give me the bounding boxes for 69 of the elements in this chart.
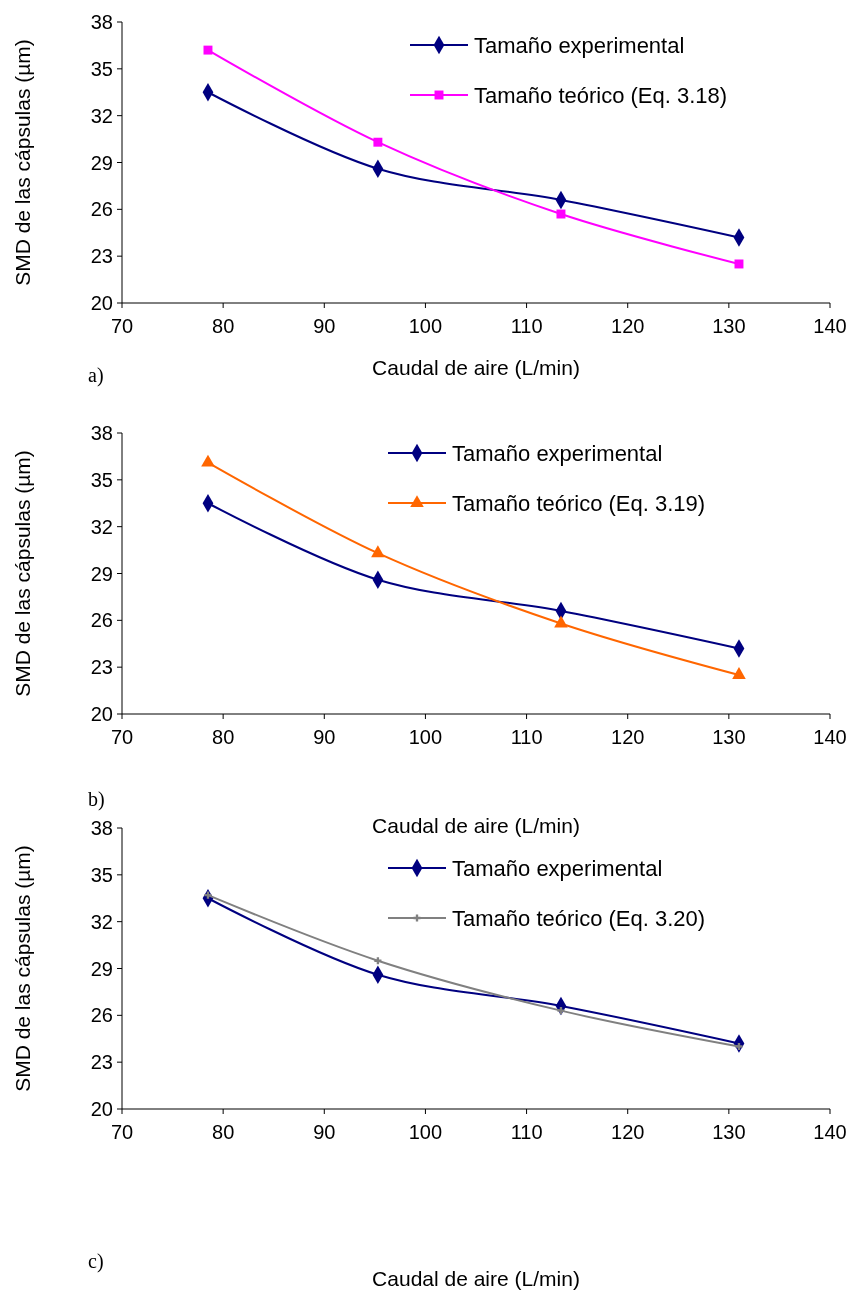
x-tick-label: 110 — [510, 315, 543, 337]
y-tick-label: 38 — [90, 422, 113, 444]
x-tick-label: 130 — [712, 1121, 746, 1143]
y-axis-title: SMD de las cápsulas (µm) — [11, 39, 34, 286]
x-tick-label: 70 — [110, 1121, 134, 1143]
x-axis-title: Caudal de aire (L/min) — [372, 814, 580, 837]
x-tick-label: 100 — [408, 1121, 443, 1143]
legend-label: Tamaño experimental — [452, 440, 663, 466]
y-tick-label: 23 — [90, 656, 113, 679]
point — [734, 259, 744, 269]
x-axis-title: Caudal de aire (L/min) — [372, 356, 580, 379]
y-tick-label: 38 — [90, 817, 113, 839]
y-tick-label: 20 — [90, 703, 113, 725]
x-tick-label: 120 — [611, 1121, 645, 1143]
text: b) — [88, 788, 105, 811]
x-tick-label: 70 — [110, 315, 134, 337]
x-tick-label: 110 — [510, 1121, 543, 1143]
legend-label: Tamaño experimental — [474, 32, 685, 58]
point — [554, 615, 568, 628]
y-tick-label: 32 — [90, 104, 113, 127]
x-tick-label: 70 — [110, 726, 134, 748]
y-tick-label: 29 — [90, 957, 113, 980]
y-tick-label: 23 — [90, 245, 113, 268]
y-tick-label: 32 — [90, 515, 113, 538]
x-tick-label: 80 — [212, 1121, 235, 1143]
x-tick-label: 140 — [813, 726, 847, 748]
legend-label: Tamaño teórico (Eq. 3.20) — [452, 905, 706, 931]
point — [373, 137, 383, 147]
y-axis-title: SMD de las cápsulas (µm) — [11, 450, 34, 697]
x-tick-label: 90 — [313, 726, 336, 748]
y-tick-label: 20 — [90, 292, 113, 314]
point — [201, 454, 215, 467]
legend-label: Tamaño teórico (Eq. 3.19) — [452, 490, 706, 516]
y-tick-label: 29 — [90, 562, 113, 585]
y-tick-label: 23 — [90, 1051, 113, 1074]
x-tick-label: 110 — [510, 726, 543, 748]
y-tick-label: 35 — [90, 863, 113, 886]
legend-label: Tamaño teórico (Eq. 3.18) — [474, 82, 728, 108]
x-tick-label: 80 — [212, 315, 235, 337]
y-tick-label: 26 — [90, 198, 113, 221]
x-tick-label: 90 — [313, 315, 336, 337]
y-tick-label: 26 — [90, 1004, 113, 1027]
x-tick-label: 90 — [313, 1121, 336, 1143]
y-tick-label: 38 — [90, 11, 113, 33]
x-tick-label: 140 — [813, 315, 847, 337]
y-axis-title: SMD de las cápsulas (µm) — [11, 845, 34, 1092]
x-tick-label: 120 — [611, 726, 645, 748]
x-tick-label: 130 — [712, 315, 746, 337]
y-tick-label: 35 — [90, 57, 113, 80]
y-tick-label: 32 — [90, 910, 113, 933]
x-tick-label: 80 — [212, 726, 235, 748]
x-tick-label: 140 — [813, 1121, 847, 1143]
legend-label: Tamaño experimental — [452, 855, 663, 881]
point — [203, 45, 213, 55]
x-tick-label: 120 — [611, 315, 645, 337]
y-tick-label: 20 — [90, 1098, 113, 1120]
point — [557, 1007, 565, 1015]
text: a) — [88, 364, 104, 387]
text: c) — [88, 1250, 104, 1273]
x-axis-title: Caudal de aire (L/min) — [372, 1267, 580, 1290]
point — [556, 209, 566, 219]
y-tick-label: 35 — [90, 468, 113, 491]
point — [371, 545, 385, 558]
x-tick-label: 130 — [712, 726, 746, 748]
point — [732, 667, 746, 679]
y-tick-label: 29 — [90, 151, 113, 174]
x-tick-label: 100 — [408, 726, 443, 748]
y-tick-label: 26 — [90, 609, 113, 632]
x-tick-label: 100 — [408, 315, 443, 337]
